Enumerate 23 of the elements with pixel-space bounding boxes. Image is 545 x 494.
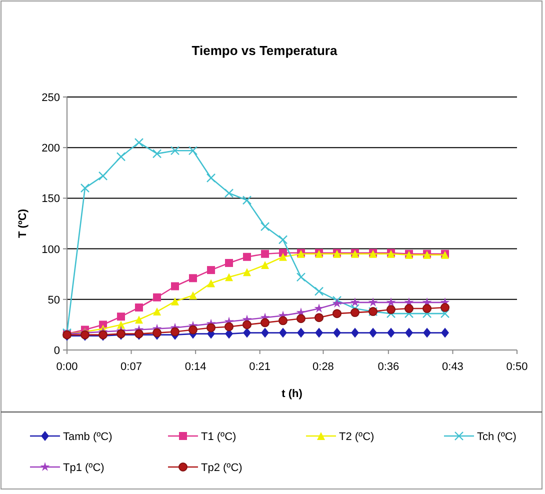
y-tick-label: 100: [42, 244, 60, 256]
legend-label: T2 (ºC): [339, 431, 374, 443]
legend-label: Tp1 (ºC): [63, 462, 104, 474]
y-tick-label: 50: [48, 294, 60, 306]
y-tick-label: 200: [42, 142, 60, 155]
y-axis-title: T (ºC): [17, 208, 29, 238]
x-tick-label: 0:50: [506, 361, 528, 373]
x-tick-label: 0:14: [184, 361, 206, 373]
legend-label: Tch (ºC): [477, 431, 516, 443]
chart-title: Tiempo vs Temperatura: [192, 43, 338, 58]
x-tick-label: 0:36: [378, 361, 400, 373]
y-tick-label: 250: [42, 92, 60, 104]
x-tick-label: 0:43: [442, 361, 464, 373]
legend-label: T1 (ºC): [201, 431, 236, 443]
x-tick-label: 0:00: [56, 361, 78, 373]
x-tick-label: 0:21: [249, 361, 271, 373]
y-tick-label: 150: [42, 193, 60, 206]
x-axis-title: t (h): [282, 388, 303, 400]
x-tick-label: 0:07: [120, 361, 142, 373]
legend-label: Tamb (ºC): [63, 431, 112, 443]
legend-label: Tp2 (ºC): [201, 462, 242, 474]
y-tick-label: 0: [54, 345, 60, 357]
x-tick-label: 0:28: [312, 361, 334, 373]
